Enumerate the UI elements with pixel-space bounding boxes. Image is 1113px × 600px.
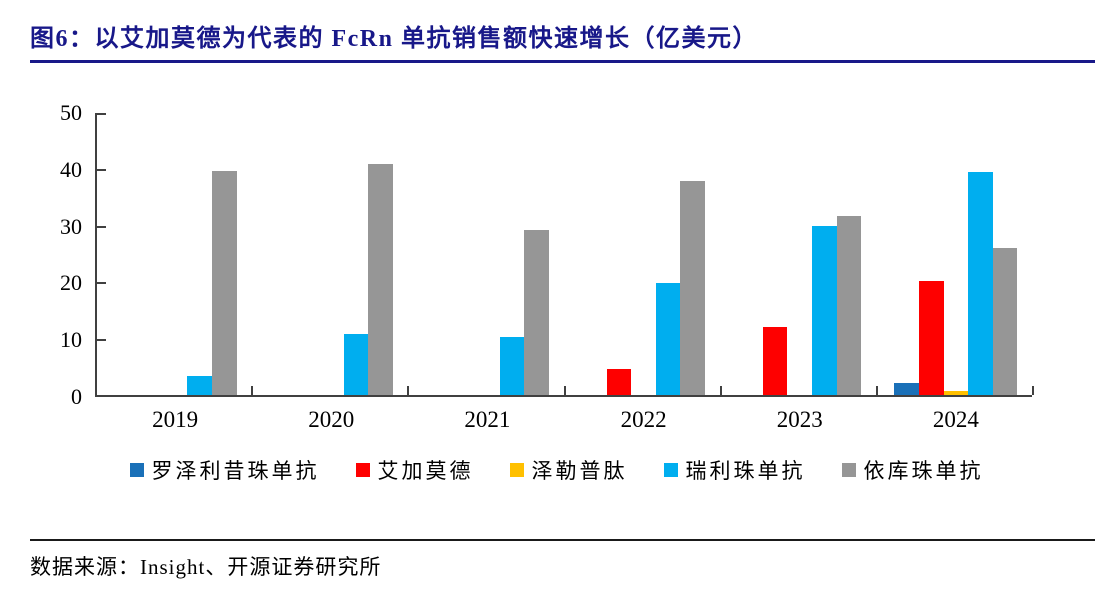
x-axis-tick [407,386,410,395]
chart-legend: 罗泽利昔珠单抗 艾加莫德 泽勒普肽 瑞利珠单抗 依库珠单抗 [0,455,1113,485]
x-axis-label-2020: 2020 [308,407,355,432]
legend-swatch-icon [509,463,524,477]
y-axis-tick [97,339,106,342]
bar-瑞利珠单抗-2021 [499,336,525,395]
footer-divider [30,539,1095,541]
y-axis-label: 40 [60,156,82,182]
legend-swatch-icon [841,463,856,477]
bar-依库珠单抗-2020 [368,164,393,395]
y-axis-tick [97,168,106,171]
sales-bar-chart: 0 10 20 30 40 50 2019 2020 2021 2022 2023 2024 罗泽利昔… [0,70,1113,520]
x-axis-tick [875,386,878,395]
y-axis-label: 10 [60,327,82,353]
bar-依库珠单抗-2021 [524,229,549,395]
source-note: 数据来源：Insight、开源证券研究所 [30,555,382,579]
x-axis-tick [719,386,722,395]
legend-label: 瑞利珠单抗 [685,459,806,483]
legend-swatch-icon [663,463,678,477]
legend-label: 泽勒普肽 [531,459,628,483]
legend-label: 艾加莫德 [377,459,474,483]
y-axis-label: 0 [71,384,82,409]
bar-依库珠单抗-2023 [836,216,862,395]
y-axis-label: 20 [60,270,82,296]
y-axis-tick [97,225,106,228]
bar-瑞利珠单抗-2020 [343,333,369,395]
plot-area: 0 10 20 30 40 50 2019 2020 2021 2022 2023 2024 [60,100,1034,432]
bar-依库珠单抗-2022 [680,181,706,395]
legend-label: 罗泽利昔珠单抗 [151,459,320,483]
bar-瑞利珠单抗-2024 [968,171,993,395]
x-axis-tick [251,386,254,395]
y-axis-label: 30 [60,213,82,239]
bar-瑞利珠单抗-2023 [812,226,837,395]
bar-瑞利珠单抗-2022 [655,283,681,395]
legend-item-瑞利珠单抗: 瑞利珠单抗 [663,455,806,485]
bar-艾加莫德-2024 [919,280,944,395]
legend-item-泽勒普肽: 泽勒普肽 [509,455,628,485]
title-divider [30,60,1095,63]
legend-label: 依库珠单抗 [863,459,984,483]
legend-swatch-icon [129,463,144,477]
y-axis-label: 50 [60,100,82,125]
bar-艾加莫德-2022 [606,369,632,395]
x-axis-tick [563,386,566,395]
y-axis-tick [97,282,106,285]
x-axis-label-2022: 2022 [620,407,667,432]
x-axis-label-2024: 2024 [932,407,979,432]
legend-item-罗泽利昔珠单抗: 罗泽利昔珠单抗 [129,455,320,485]
legend-swatch-icon [355,463,370,477]
bar-罗泽利昔珠单抗-2024 [894,383,919,395]
bar-瑞利珠单抗-2019 [187,375,212,395]
bar-艾加莫德-2023 [762,327,788,395]
x-axis-label-2019: 2019 [152,407,199,432]
y-axis-tick [97,113,106,115]
legend-item-艾加莫德: 艾加莫德 [355,455,474,485]
x-axis-label-2021: 2021 [464,407,511,432]
bar-依库珠单抗-2019 [211,170,237,395]
figure-title: 图6：以艾加莫德为代表的 FcRn 单抗销售额快速增长（亿美元） [30,26,758,52]
x-axis-label-2023: 2023 [776,407,823,432]
x-axis-tick [1032,386,1034,395]
bar-依库珠单抗-2024 [992,247,1018,395]
legend-item-依库珠单抗: 依库珠单抗 [841,455,984,485]
bar-泽勒普肽-2024 [943,391,969,395]
